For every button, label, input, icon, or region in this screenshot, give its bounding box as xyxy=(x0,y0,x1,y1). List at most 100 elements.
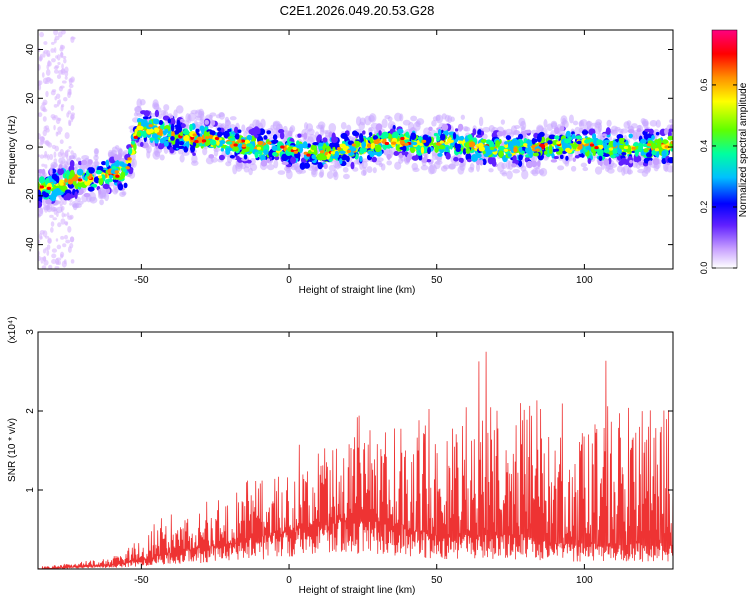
spectrogram-cell xyxy=(372,135,379,140)
spectrogram-halo-cell xyxy=(582,166,589,172)
spectrogram-halo-cell xyxy=(199,113,205,123)
spectrogram-halo-cell xyxy=(416,118,425,126)
spectrogram-cell xyxy=(512,155,517,162)
spectrogram-halo-cell xyxy=(637,168,645,174)
spectrogram-speckle xyxy=(54,35,60,41)
spectrogram-cell xyxy=(323,143,327,150)
spectrogram-cell xyxy=(263,149,269,156)
spectrogram-speckle xyxy=(67,119,72,127)
spectrogram-cell xyxy=(38,169,44,174)
spectrogram-cell xyxy=(359,147,366,154)
spectrogram-speckle xyxy=(68,146,72,150)
spectrogram-halo-cell xyxy=(340,121,347,130)
spectrogram-speckle xyxy=(66,112,70,118)
spectrogram-halo-cell xyxy=(609,162,618,169)
spectrogram-halo-cell xyxy=(570,165,577,172)
spectrogram-cell xyxy=(507,153,512,158)
spectrogram-speckle xyxy=(42,140,49,144)
spectrogram-cell xyxy=(489,146,495,151)
snr-xtick-label: -50 xyxy=(134,575,149,586)
snr-ytick-label: 1 xyxy=(25,487,36,493)
spectrogram-cell xyxy=(314,166,318,171)
spectrogram-speckle xyxy=(62,199,67,205)
spectrogram-cell xyxy=(478,142,484,149)
spectrogram-speckle xyxy=(60,51,64,57)
spectrogram-speckle xyxy=(65,221,68,226)
spectrogram-cell xyxy=(475,134,483,138)
spectrogram-cell xyxy=(536,160,541,168)
spectrogram-cell xyxy=(136,131,141,138)
spectrogram-cell xyxy=(554,148,560,152)
spectrogram-cell xyxy=(49,193,57,202)
spectrogram-cell xyxy=(395,140,402,145)
spectrogram-hotspot xyxy=(421,139,427,143)
spectrogram-halo-cell xyxy=(621,166,626,176)
spectrogram-cell xyxy=(189,123,193,132)
spectrogram-cell xyxy=(466,158,472,163)
spectrogram-cell xyxy=(67,178,74,185)
spectrogram-halo-cell xyxy=(500,119,506,125)
spectrogram-cell xyxy=(178,141,185,146)
spectrogram-speckle xyxy=(38,83,42,91)
spectrogram-speckle xyxy=(64,66,69,73)
spectrogram-speckle xyxy=(38,154,41,158)
spectrogram-hotspot xyxy=(670,140,673,145)
spectrogram-hotspot xyxy=(280,145,285,149)
spectrogram-cell xyxy=(411,155,419,161)
spectrogram-halo-cell xyxy=(593,125,602,135)
spectrogram-speckle xyxy=(63,58,67,64)
spectrogram-speckle xyxy=(69,242,74,249)
spectrogram-cell xyxy=(310,144,317,151)
spectrogram-cell xyxy=(118,176,123,181)
spectrogram-cell xyxy=(651,149,657,156)
spectrogram-speckle xyxy=(45,90,49,98)
spectrogram-halo-cell xyxy=(450,116,455,122)
spectrogram-halo-cell xyxy=(380,163,386,171)
spectrogram-cell xyxy=(317,161,323,170)
spectrogram-cell xyxy=(391,137,398,143)
snr-scale-note: (x10⁴) xyxy=(7,316,18,343)
spectrogram-cell xyxy=(143,110,151,117)
spectrogram-cell xyxy=(417,136,423,141)
spectrogram-cell xyxy=(208,154,215,159)
spectrogram-halo-cell xyxy=(112,184,118,190)
spectrogram-cell xyxy=(154,138,159,144)
spectrogram-halo-cell xyxy=(111,146,118,153)
colorbar-tick-label: 0.2 xyxy=(699,201,709,214)
spectrogram-halo-cell xyxy=(649,119,658,127)
spectrogram-cell xyxy=(266,158,271,164)
spectrogram-cell xyxy=(146,128,152,135)
spectrogram-halo-cell xyxy=(289,125,296,133)
spectrogram-speckle xyxy=(59,47,64,52)
spectrogram-speckle xyxy=(42,108,48,113)
spectrogram-hotspot xyxy=(214,136,220,141)
spectrogram-cell xyxy=(74,191,78,199)
spectrogram-cell xyxy=(374,144,382,153)
spectrogram-cell xyxy=(636,128,642,133)
spectrogram-halo-cell xyxy=(666,165,673,173)
spectrogram-speckle xyxy=(38,112,43,118)
spectrogram-speckle xyxy=(45,69,51,76)
spectrogram-speckle xyxy=(62,243,67,248)
spectrogram-cell xyxy=(402,145,407,152)
spectrogram-cell xyxy=(167,118,171,124)
spectrogram-cell xyxy=(433,132,439,137)
spectrogram-cell xyxy=(428,126,433,131)
spectrogram-cell xyxy=(270,140,278,144)
spectrogram-speckle xyxy=(53,47,57,53)
spectrogram-speckle xyxy=(49,78,54,84)
spectrogram-speckle xyxy=(70,36,75,43)
spectrogram-cell xyxy=(297,133,302,138)
spectrogram-cell xyxy=(480,130,485,136)
spectrogram-cell xyxy=(411,141,418,146)
spectrogram-halo-cell xyxy=(243,130,248,138)
spectrogram-halo-cell xyxy=(89,196,98,204)
spectrogram-cell xyxy=(587,157,592,164)
spectrogram-hotspot xyxy=(115,174,120,178)
spectrogram-cell xyxy=(513,146,518,153)
spectrogram-cell xyxy=(495,139,501,148)
spectrogram-cell xyxy=(437,152,443,157)
spectrogram-cell xyxy=(496,131,504,137)
spectrogram-cell xyxy=(98,177,104,186)
spectrogram-ytick-label: 40 xyxy=(25,44,36,56)
